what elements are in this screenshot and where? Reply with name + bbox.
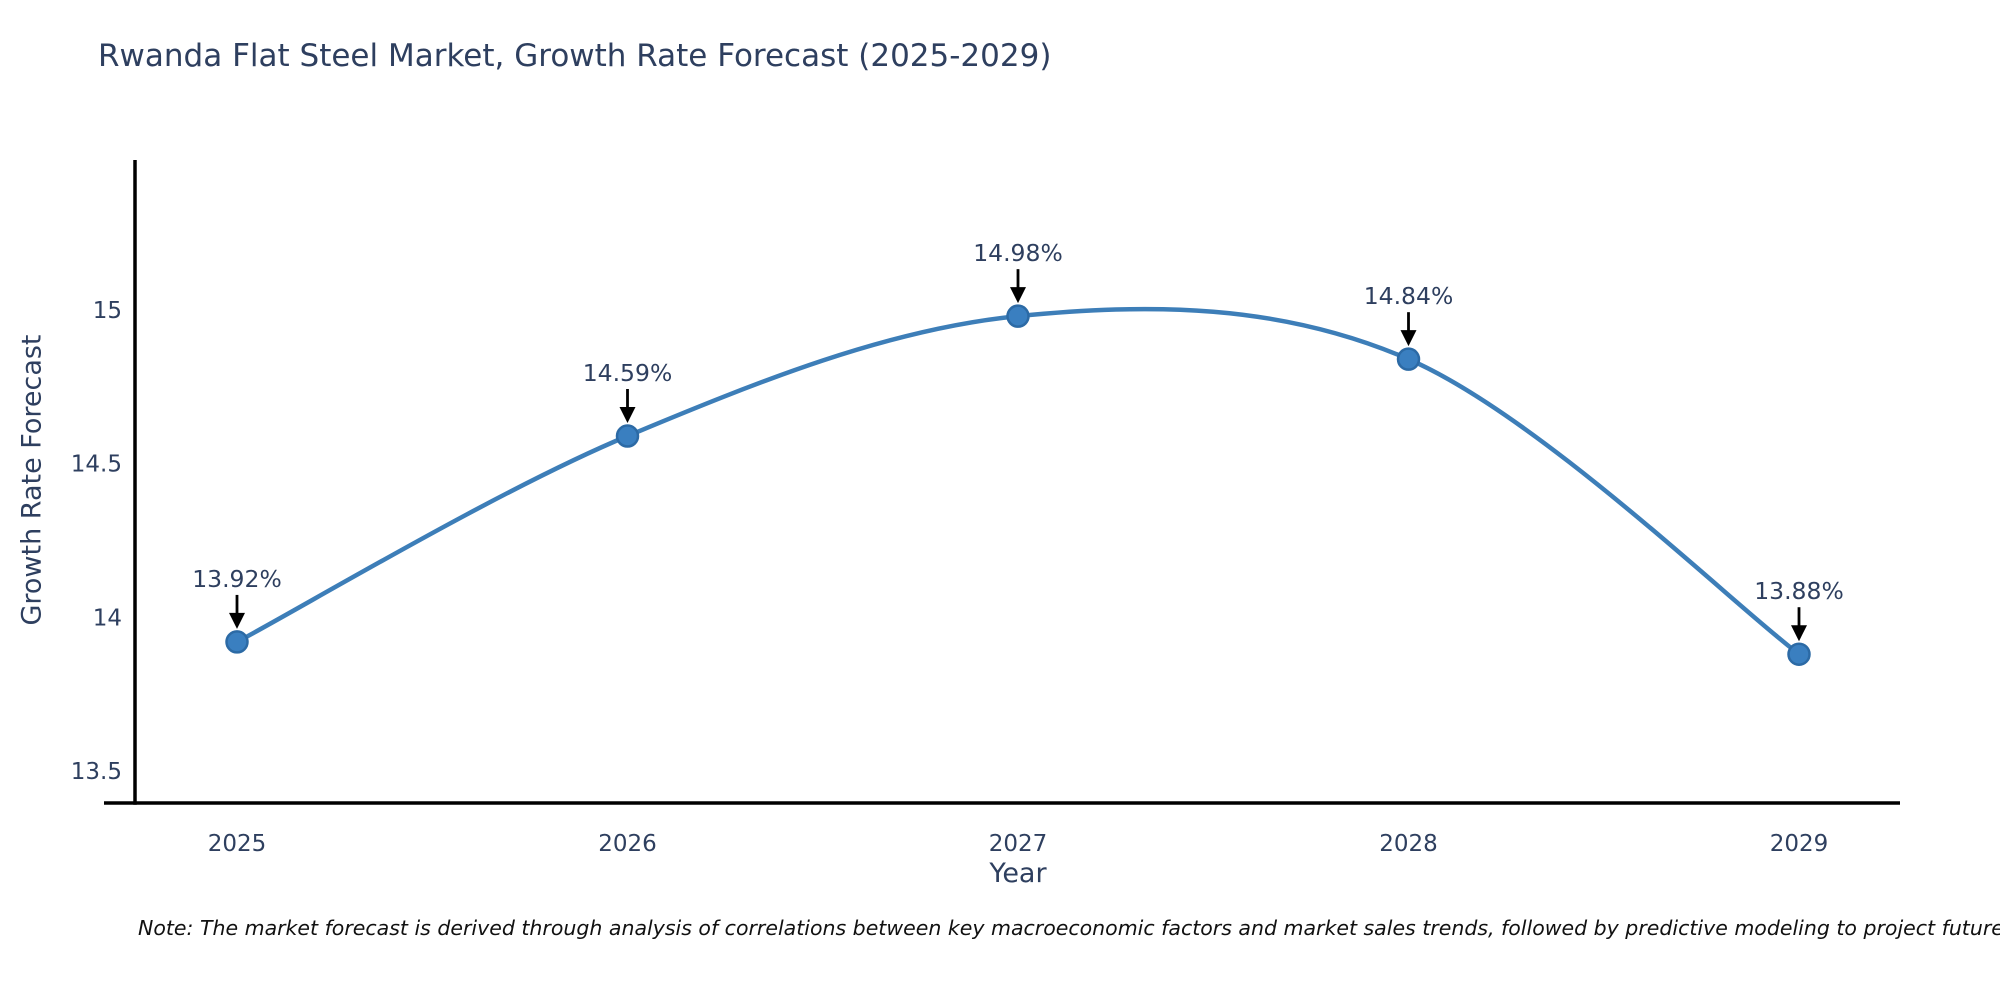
data-point-marker bbox=[225, 630, 249, 654]
x-tick-label: 2025 bbox=[208, 831, 267, 857]
x-tick-label: 2027 bbox=[989, 831, 1048, 857]
data-point-marker bbox=[1006, 304, 1030, 328]
data-point-label: 14.59% bbox=[583, 359, 673, 387]
data-point-label: 13.92% bbox=[192, 565, 282, 593]
data-point-marker bbox=[1396, 347, 1421, 371]
footnote: Note: The market forecast is derived thr… bbox=[138, 916, 2000, 940]
annotation-arrowhead-icon bbox=[1400, 330, 1417, 347]
data-point-label: 14.98% bbox=[973, 239, 1063, 267]
data-point-marker bbox=[615, 424, 640, 448]
annotation-arrowhead-icon bbox=[619, 407, 636, 424]
x-tick-label: 2029 bbox=[1770, 831, 1829, 857]
y-tick-label: 15 bbox=[93, 298, 122, 324]
series-line bbox=[234, 306, 1802, 657]
y-tick-label: 14.5 bbox=[71, 452, 122, 478]
data-point-label: 14.84% bbox=[1364, 282, 1454, 310]
y-tick-label: 14 bbox=[93, 605, 122, 631]
x-tick-label: 2026 bbox=[598, 831, 657, 857]
annotation-arrowhead-icon bbox=[1010, 287, 1026, 304]
data-point-label: 13.88% bbox=[1754, 577, 1844, 605]
x-tick-label: 2028 bbox=[1379, 831, 1438, 857]
y-tick-label: 13.5 bbox=[71, 759, 122, 785]
data-point-marker bbox=[1787, 642, 1811, 666]
annotation-arrowhead-icon bbox=[1791, 625, 1807, 642]
x-axis-title: Year bbox=[989, 858, 1047, 889]
chart-title: Rwanda Flat Steel Market, Growth Rate Fo… bbox=[98, 38, 1052, 74]
annotation-arrowhead-icon bbox=[229, 612, 245, 629]
